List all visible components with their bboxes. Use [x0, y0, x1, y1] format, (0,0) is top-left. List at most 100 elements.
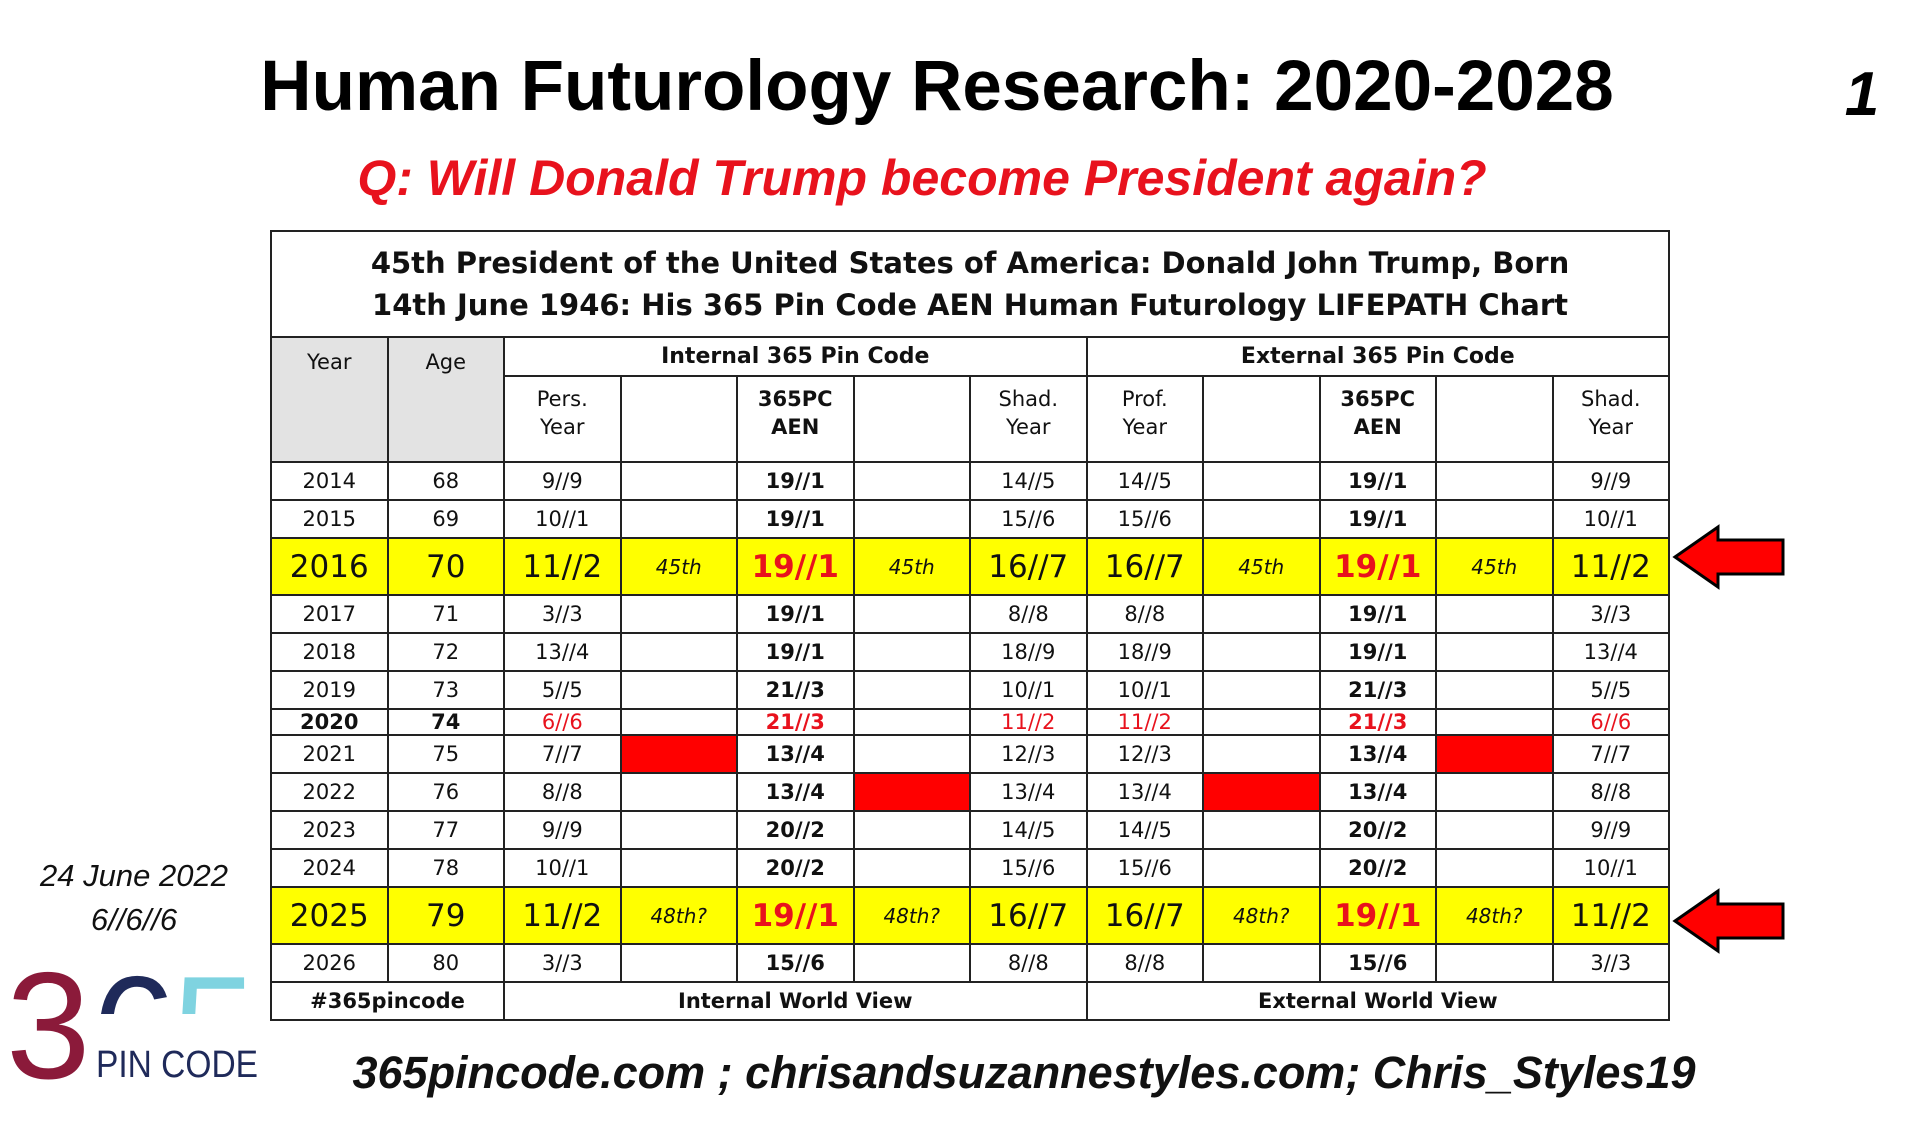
- cell: 5//5: [503, 670, 622, 710]
- cell: 10//1: [1551, 499, 1671, 539]
- cell: 48th?: [1435, 886, 1554, 945]
- column-header: 365PC AEN: [736, 375, 855, 463]
- cell: [619, 943, 738, 983]
- footer-cell: #365pincode: [270, 981, 505, 1021]
- cell: 20//2: [1318, 848, 1437, 888]
- year-cell: 2021: [270, 734, 389, 774]
- data-row: 2016 70 11//2 45th 19//1 45th 16//7 16//7 45th 19…: [270, 537, 1671, 596]
- column-header-text: Shad. Year: [1581, 387, 1641, 439]
- column-header: [1202, 375, 1321, 463]
- cell: 13//4: [1551, 632, 1671, 672]
- table-title-line: 14th June 1946: His 365 Pin Code AEN Hum…: [372, 288, 1569, 322]
- cell: [619, 670, 738, 710]
- cell: [619, 772, 738, 812]
- column-header-text: Shad. Year: [998, 387, 1058, 439]
- data-row: 2024 78 10//1 20//2 15//6 15//6 20//2 10//1: [270, 848, 1671, 888]
- column-header: [619, 375, 738, 463]
- age-cell: 79: [386, 886, 505, 945]
- subtitle: Q: Will Donald Trump become President ag…: [357, 150, 1486, 206]
- year-cell: 2022: [270, 772, 389, 812]
- red-marker: [852, 772, 971, 812]
- cell: [1435, 594, 1554, 634]
- cell: 16//7: [969, 886, 1088, 945]
- table-title-line: 45th President of the United States of A…: [370, 246, 1570, 280]
- age-cell: 76: [386, 772, 505, 812]
- data-row: 2014 68 9//9 19//1 14//5 14//5 19//1 9//9: [270, 461, 1671, 501]
- cell: 14//5: [1085, 461, 1204, 501]
- sub-header-row: Pers. Year 365PC AEN Shad. Year Prof. Year 3…: [271, 375, 1671, 463]
- cell: [1435, 848, 1554, 888]
- title: Human Futurology Research: 2020-2028: [260, 47, 1613, 126]
- cell: 8//8: [503, 772, 622, 812]
- cell: 14//5: [1085, 810, 1204, 850]
- cell: [1435, 499, 1554, 539]
- column-header: [1435, 375, 1554, 463]
- cell: [619, 848, 738, 888]
- cell: [1435, 632, 1554, 672]
- cell: 14//5: [969, 810, 1088, 850]
- page-number: 1: [1845, 60, 1879, 129]
- cell: 3//3: [503, 594, 622, 634]
- age-cell: 71: [386, 594, 505, 634]
- side-note: 6//6//6: [91, 902, 178, 937]
- cell: [1202, 461, 1321, 501]
- cell: [619, 594, 738, 634]
- age-cell: 73: [386, 670, 505, 710]
- year-cell: 2014: [270, 461, 389, 501]
- cell: [852, 848, 971, 888]
- group-header-row: Year Age Internal 365 Pin Code External 365…: [270, 336, 1671, 463]
- cell: 15//6: [736, 943, 855, 983]
- cell: 13//4: [503, 632, 622, 672]
- red-marker: [1435, 734, 1554, 774]
- cell: 45th: [852, 537, 971, 596]
- row-header: Age: [386, 336, 505, 463]
- cell: [852, 810, 971, 850]
- cell: 10//1: [969, 670, 1088, 710]
- cell: [1435, 708, 1554, 736]
- cell: 15//6: [969, 499, 1088, 539]
- age-cell: 75: [386, 734, 505, 774]
- cell: 13//4: [1318, 734, 1437, 774]
- cell: 12//3: [969, 734, 1088, 774]
- arrow: [1672, 888, 1785, 954]
- cell: 21//3: [1318, 670, 1437, 710]
- cell: 12//3: [1085, 734, 1204, 774]
- table-title: 45th President of the United States of A…: [269, 230, 1671, 338]
- column-header: Pers. Year: [503, 375, 622, 463]
- cell: [852, 594, 971, 634]
- cell: 19//1: [1318, 632, 1437, 672]
- cell: 16//7: [1085, 537, 1204, 596]
- cell: 8//8: [1085, 594, 1204, 634]
- cell: 9//9: [1551, 810, 1671, 850]
- cell: 19//1: [736, 461, 855, 501]
- cell: 19//1: [1318, 886, 1437, 945]
- cell: 20//2: [736, 848, 855, 888]
- cell: 13//4: [1318, 772, 1437, 812]
- year-cell: 2017: [270, 594, 389, 634]
- cell: 15//6: [1085, 848, 1204, 888]
- cell: 48th?: [1202, 886, 1321, 945]
- cell: 19//1: [1318, 461, 1437, 501]
- cell: 14//5: [969, 461, 1088, 501]
- cell: 9//9: [503, 810, 622, 850]
- column-header-text: 365PC AEN: [757, 387, 833, 439]
- cell: [852, 461, 971, 501]
- cell: 19//1: [1318, 499, 1437, 539]
- cell: 19//1: [736, 632, 855, 672]
- column-header: Prof. Year: [1085, 375, 1204, 463]
- red-marker: [619, 734, 738, 774]
- data-row: 2025 79 11//2 48th? 19//1 48th? 16//7 16//7 48th…: [270, 886, 1671, 945]
- cell: 7//7: [1551, 734, 1671, 774]
- data-row: 2015 69 10//1 19//1 15//6 15//6 19//1 10//1: [270, 499, 1671, 539]
- cell: [619, 461, 738, 501]
- cell: 13//4: [969, 772, 1088, 812]
- cell: 18//9: [1085, 632, 1204, 672]
- title-row: 45th President of the United States of A…: [269, 230, 1671, 338]
- logo-digit: 6: [92, 945, 177, 1115]
- data-row: 2017 71 3//3 19//1 8//8 8//8 19//1 3//3: [270, 594, 1671, 634]
- cell: 19//1: [736, 499, 855, 539]
- year-cell: 2025: [270, 886, 389, 945]
- age-cell: 74: [386, 708, 505, 736]
- cell: [619, 632, 738, 672]
- cell: [619, 708, 738, 736]
